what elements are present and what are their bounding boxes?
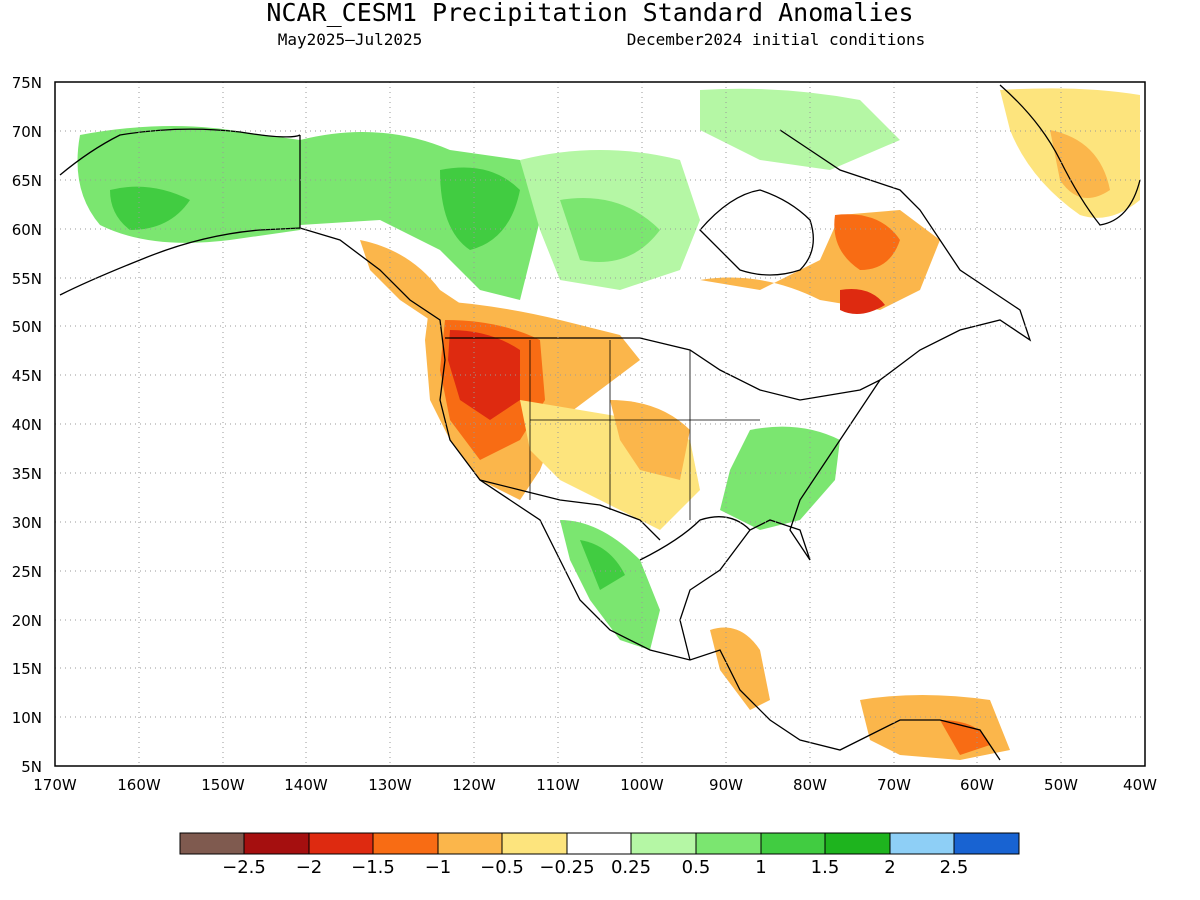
latitude-axis: 75N 70N 65N 60N 55N 50N 45N 40N 35N 30N … [12,74,42,776]
colorbar-label: 0.25 [611,857,651,878]
colorbar-labels: −2.5 −2 −1.5 −1 −0.5 −0.25 0.25 0.5 1 1.… [222,857,968,878]
map-frame [54,81,1146,767]
lat-tick-label: 35N [12,465,42,483]
colorbar-swatch [953,832,1020,855]
colorbar-label: −1.5 [351,857,395,878]
colorbar-label: 1.5 [811,857,840,878]
lat-tick-label: 60N [12,221,42,239]
anomaly-region-hudson-wet [560,198,660,262]
colorbar-swatch [824,832,891,855]
map-init-conditions: December2024 initial conditions [627,30,926,49]
lat-tick-label: 10N [12,709,42,727]
coastline-pacific-path [59,227,1001,761]
colorbar-swatch [566,832,632,855]
lat-tick-label: 20N [12,612,42,630]
anomaly-region-alaska-wet [77,126,300,243]
colorbar-label: 1 [755,857,766,878]
lon-tick-label: 170W [33,776,77,794]
colorbar-label: −0.5 [480,857,524,878]
land-outlines [59,84,1141,761]
lat-tick-label: 45N [12,367,42,385]
lat-tick-label: 40N [12,416,42,434]
anomaly-region-arctic-wet [700,88,900,170]
lon-tick-label: 60W [960,776,994,794]
colorbar-label: −2 [296,857,323,878]
graticule [55,82,1145,766]
colorbar-swatch [372,832,439,855]
colorbar-label: 0.5 [682,857,711,878]
anomaly-region-greenland-drier [1050,130,1110,198]
colorbar-swatch [695,832,762,855]
colorbar-swatch [630,832,697,855]
anomaly-region-central-america-dry [710,627,770,710]
lon-tick-label: 160W [117,776,161,794]
anomaly-region-bc-coast-dry [360,240,470,320]
lon-tick-label: 130W [368,776,412,794]
colorbar-swatch [889,832,955,855]
colorbar-label: −0.25 [539,857,594,878]
map-panel [54,81,1146,767]
colorbar-swatch [179,832,245,855]
lat-tick-label: 65N [12,172,42,190]
lat-tick-label: 30N [12,514,42,532]
lon-tick-label: 100W [620,776,664,794]
colorbar-swatch [243,832,310,855]
coastline-gulf-path [639,516,751,561]
anomaly-region-labrador-drier [834,214,900,270]
colorbar-label: −1 [425,857,452,878]
hudson-bay-outline [699,189,814,276]
anomaly-region-mexico-wetter [580,540,625,590]
lat-tick-label: 55N [12,270,42,288]
lon-tick-label: 80W [793,776,827,794]
us-mexico-border [479,479,661,541]
colorbar-swatch [437,832,503,855]
anomaly-region-quebec-driest [840,289,885,314]
coastline-atlantic-path [679,129,1032,661]
colorbar-swatch [308,832,374,855]
arctic-coast-alaska [59,128,301,176]
colorbar-label: −2.5 [222,857,266,878]
longitude-axis: 170W 160W 150W 140W 130W 120W 110W 100W … [33,776,1157,794]
lon-tick-label: 110W [536,776,580,794]
us-canada-border [445,337,881,401]
anomaly-region-great-basin-driest [448,330,520,420]
lat-tick-label: 25N [12,563,42,581]
colorbar-label: 2 [884,857,895,878]
lat-tick-label: 50N [12,318,42,336]
colorbar-label: 2.5 [940,857,969,878]
lon-tick-label: 120W [452,776,496,794]
map-title: NCAR_CESM1 Precipitation Standard Anomal… [266,0,913,27]
anomaly-region-south-america-drier [940,720,990,755]
colorbar-swatches [179,832,1020,855]
lon-tick-label: 90W [709,776,743,794]
anomaly-region-alaska-wetter [110,186,190,230]
colorbar-swatch [501,832,568,855]
lon-tick-label: 40W [1123,776,1157,794]
lon-tick-label: 150W [201,776,245,794]
lon-tick-label: 140W [284,776,328,794]
lat-tick-label: 15N [12,660,42,678]
greenland-outline [999,84,1141,226]
lon-tick-label: 70W [877,776,911,794]
lat-tick-label: 5N [21,758,42,776]
colorbar: −2.5 −2 −1.5 −1 −0.5 −0.25 0.25 0.5 1 1.… [179,832,1020,878]
map-period: May2025–Jul2025 [278,30,423,49]
us-state-lines [529,340,760,520]
lon-tick-label: 50W [1044,776,1078,794]
colorbar-swatch [760,832,826,855]
lat-tick-label: 70N [12,123,42,141]
lat-tick-label: 75N [12,74,42,92]
